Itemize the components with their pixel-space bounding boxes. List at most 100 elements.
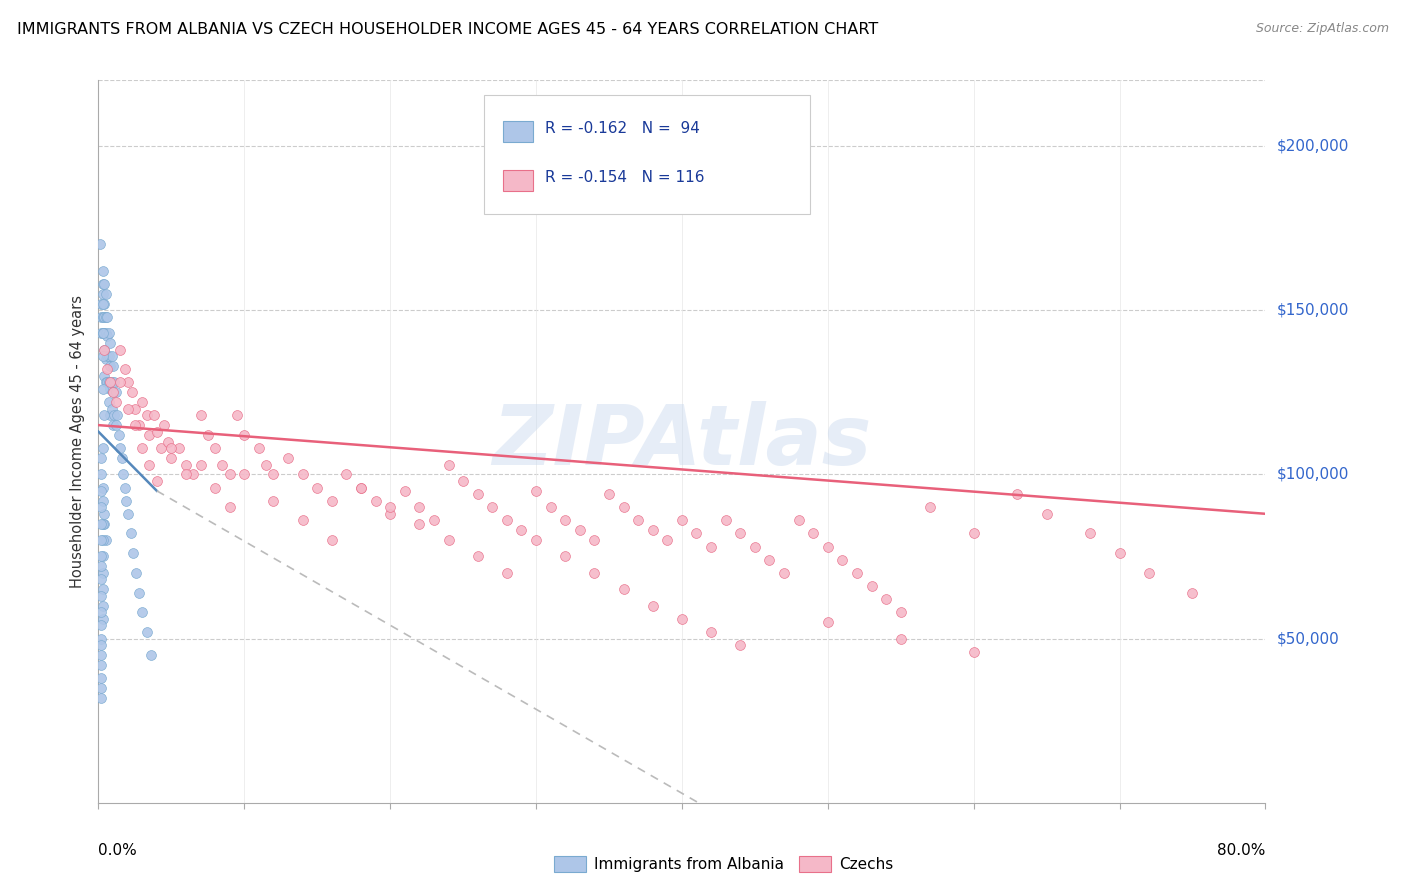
Point <box>91 326 114 341</box>
Point <box>93 343 115 357</box>
Point <box>612 500 634 515</box>
Point <box>90 516 112 531</box>
Point <box>93 368 115 383</box>
Point <box>160 441 183 455</box>
Text: R = -0.154   N = 116: R = -0.154 N = 116 <box>546 170 704 186</box>
Point <box>97 326 120 341</box>
Point <box>685 526 707 541</box>
Point <box>91 549 114 564</box>
Point <box>91 481 114 495</box>
Point <box>226 409 249 423</box>
Point <box>1080 526 1102 541</box>
Point <box>94 310 117 324</box>
Point <box>291 467 314 482</box>
Point <box>125 566 148 580</box>
Point <box>91 516 114 531</box>
Point <box>90 573 112 587</box>
Point <box>93 296 115 310</box>
Point <box>204 481 226 495</box>
Point <box>91 533 114 547</box>
Point <box>714 513 737 527</box>
Point <box>671 612 693 626</box>
Point <box>153 418 176 433</box>
Point <box>124 418 146 433</box>
Point <box>262 493 284 508</box>
Point <box>598 487 620 501</box>
Point <box>96 329 118 343</box>
Point <box>94 286 117 301</box>
Text: $50,000: $50,000 <box>1277 632 1340 646</box>
Point <box>247 441 270 455</box>
Point <box>90 681 112 695</box>
Point <box>291 513 314 527</box>
Point <box>110 376 132 390</box>
Point <box>890 632 912 646</box>
Text: Czechs: Czechs <box>839 856 894 871</box>
Point <box>962 645 984 659</box>
Point <box>671 513 693 527</box>
Point <box>524 483 547 498</box>
Point <box>135 409 157 423</box>
Point <box>91 599 114 613</box>
Point <box>408 500 430 515</box>
Point <box>90 310 112 324</box>
Point <box>730 638 752 652</box>
Point <box>90 296 112 310</box>
Point <box>98 376 121 390</box>
Point <box>131 395 153 409</box>
Point <box>100 349 122 363</box>
Point <box>641 599 664 613</box>
Point <box>496 566 519 580</box>
Point <box>138 428 160 442</box>
Point <box>91 349 114 363</box>
Point <box>89 237 111 252</box>
Point <box>730 526 752 541</box>
Point <box>96 310 118 324</box>
Point <box>104 385 127 400</box>
Point <box>190 458 212 472</box>
Text: Immigrants from Albania: Immigrants from Albania <box>595 856 785 871</box>
Point <box>135 625 157 640</box>
FancyBboxPatch shape <box>799 856 831 872</box>
Point <box>218 500 240 515</box>
Point <box>90 690 112 705</box>
Point <box>139 648 162 662</box>
Point <box>146 425 169 439</box>
Point <box>700 625 723 640</box>
Point <box>91 441 114 455</box>
Point <box>90 648 112 662</box>
Point <box>97 349 120 363</box>
Point <box>112 467 135 482</box>
Point <box>138 458 160 472</box>
Point <box>96 376 118 390</box>
Point <box>423 513 446 527</box>
Point <box>93 409 115 423</box>
Point <box>128 418 150 433</box>
Point <box>1007 487 1029 501</box>
Point <box>90 638 112 652</box>
Point <box>120 526 142 541</box>
Point <box>1181 585 1204 599</box>
Point <box>627 513 650 527</box>
Point <box>93 343 115 357</box>
Point <box>94 326 117 341</box>
Point <box>121 385 143 400</box>
Point <box>93 310 115 324</box>
Point <box>131 605 153 619</box>
Point <box>91 582 114 597</box>
Text: ZIPAtlas: ZIPAtlas <box>492 401 872 482</box>
Point <box>335 467 357 482</box>
Point <box>496 513 519 527</box>
Point <box>583 533 606 547</box>
Point <box>91 566 114 580</box>
Point <box>114 481 136 495</box>
Point <box>254 458 277 472</box>
Point <box>90 657 112 672</box>
Point <box>97 395 120 409</box>
Point <box>94 376 117 390</box>
Point <box>408 516 430 531</box>
Point <box>157 434 180 449</box>
Point <box>98 409 121 423</box>
Point <box>524 533 547 547</box>
Point <box>612 582 634 597</box>
